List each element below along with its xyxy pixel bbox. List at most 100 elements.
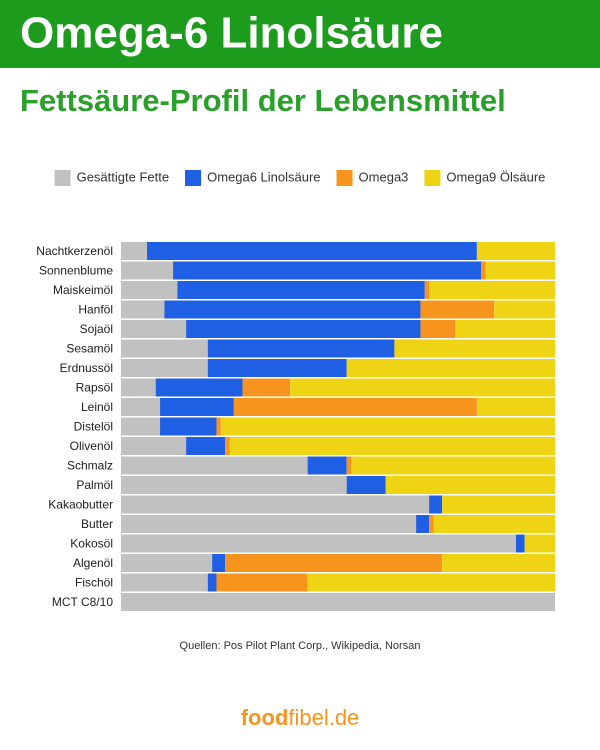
- bar-segment: [177, 281, 425, 299]
- bar-segment: [121, 456, 308, 475]
- y-tick-label: Kokosöl: [70, 537, 113, 551]
- bar-segment: [481, 261, 486, 280]
- legend-label: Omega6 Linolsäure: [207, 169, 320, 184]
- y-tick-label: Maiskeimöl: [53, 283, 113, 297]
- header-bar: [0, 0, 600, 68]
- bar-segment: [173, 261, 482, 280]
- bar-segment: [147, 242, 477, 260]
- bar-segment: [494, 300, 555, 319]
- bar-segment: [429, 515, 434, 533]
- legend-swatch: [185, 170, 202, 186]
- bar-segment: [121, 320, 187, 338]
- bar-segment: [420, 320, 456, 338]
- bar-segment: [212, 554, 226, 572]
- bar-segment: [121, 281, 178, 299]
- legend-swatch: [54, 170, 71, 186]
- y-tick-label: Distelöl: [74, 420, 113, 434]
- legend-swatch: [336, 170, 353, 186]
- bar-segment: [225, 437, 230, 455]
- legend-label: Omega9 Ölsäure: [446, 169, 545, 184]
- y-tick-label: Schmalz: [67, 459, 113, 473]
- bar-segment: [524, 534, 555, 553]
- bar-segment: [515, 534, 525, 553]
- legend-swatch: [424, 170, 441, 186]
- bar-segment: [121, 242, 148, 260]
- y-tick-label: Rapsöl: [76, 381, 113, 395]
- y-tick-label: Sojaöl: [80, 322, 113, 336]
- bar-segment: [220, 417, 555, 436]
- y-tick-label: Sesamöl: [66, 342, 113, 356]
- y-tick-label: Palmöl: [76, 478, 113, 492]
- bar-segment: [429, 495, 443, 514]
- bar-segment: [394, 339, 555, 358]
- y-tick-label: Erdnussöl: [60, 361, 113, 375]
- bar-segment: [216, 417, 221, 436]
- bar-segment: [121, 476, 347, 494]
- bar-segment: [121, 300, 165, 319]
- bar-segment: [121, 359, 208, 377]
- bar-segment: [233, 398, 477, 416]
- bar-segment: [186, 437, 226, 455]
- source-note: Quellen: Pos Pilot Plant Corp., Wikipedi…: [180, 640, 421, 652]
- bar-segment: [207, 359, 347, 377]
- bar-segment: [346, 456, 352, 475]
- bar-segment: [121, 593, 555, 611]
- bar-segment: [351, 456, 555, 475]
- y-tick-label: Sonnenblume: [39, 264, 113, 278]
- y-tick-label: Fischöl: [75, 576, 113, 590]
- y-tick-label: Kakaobutter: [48, 498, 113, 512]
- bar-segment: [442, 495, 555, 514]
- bar-segment: [121, 573, 208, 592]
- bar-segment: [121, 437, 187, 455]
- bar-segment: [207, 339, 395, 358]
- bar-segment: [121, 495, 430, 514]
- bar-segment: [420, 300, 495, 319]
- bar-segment: [242, 378, 291, 397]
- bar-segment: [160, 417, 217, 436]
- legend-label: Gesättigte Fette: [77, 169, 170, 184]
- y-tick-label: Leinöl: [81, 400, 113, 414]
- y-tick-label: Butter: [81, 517, 113, 531]
- bar-segment: [216, 573, 308, 592]
- logo: foodfibel.de: [241, 705, 360, 730]
- bar-segment: [121, 378, 156, 397]
- bar-segment: [442, 554, 555, 572]
- bar-segment: [433, 515, 555, 533]
- bar-segment: [186, 320, 421, 338]
- bar-segment: [346, 359, 555, 377]
- chart-subtitle: Fettsäure-Profil der Lebensmittel: [20, 83, 506, 118]
- bar-segment: [207, 573, 217, 592]
- bar-segment: [164, 300, 421, 319]
- chart-title: Omega-6 Linolsäure: [20, 9, 443, 58]
- bar-segment: [121, 515, 417, 533]
- bar-segment: [121, 534, 516, 553]
- logo-bold: food: [241, 705, 289, 730]
- y-tick-label: Olivenöl: [70, 439, 113, 453]
- legend-label: Omega3: [359, 169, 409, 184]
- bar-segment: [307, 456, 347, 475]
- bar-segment: [229, 437, 555, 455]
- bar-segment: [476, 398, 555, 416]
- bar-segment: [476, 242, 555, 260]
- bar-segment: [121, 261, 174, 280]
- bar-segment: [485, 261, 555, 280]
- bar-segment: [121, 339, 208, 358]
- logo-rest: fibel.de: [288, 705, 359, 730]
- bar-segment: [290, 378, 555, 397]
- bar-segment: [121, 417, 161, 436]
- bar-segment: [225, 554, 443, 572]
- bar-segment: [416, 515, 430, 533]
- bar-segment: [429, 281, 555, 299]
- y-tick-label: Nachtkerzenöl: [36, 244, 113, 258]
- bar-segment: [155, 378, 243, 397]
- bar-segment: [346, 476, 386, 494]
- bar-segment: [121, 398, 161, 416]
- y-tick-label: Algenöl: [73, 556, 113, 570]
- bar-segment: [455, 320, 555, 338]
- bar-segment: [307, 573, 555, 592]
- bar-segment: [121, 554, 213, 572]
- y-tick-label: Hanföl: [78, 303, 113, 317]
- bar-segment: [424, 281, 430, 299]
- y-tick-label: MCT C8/10: [52, 595, 113, 609]
